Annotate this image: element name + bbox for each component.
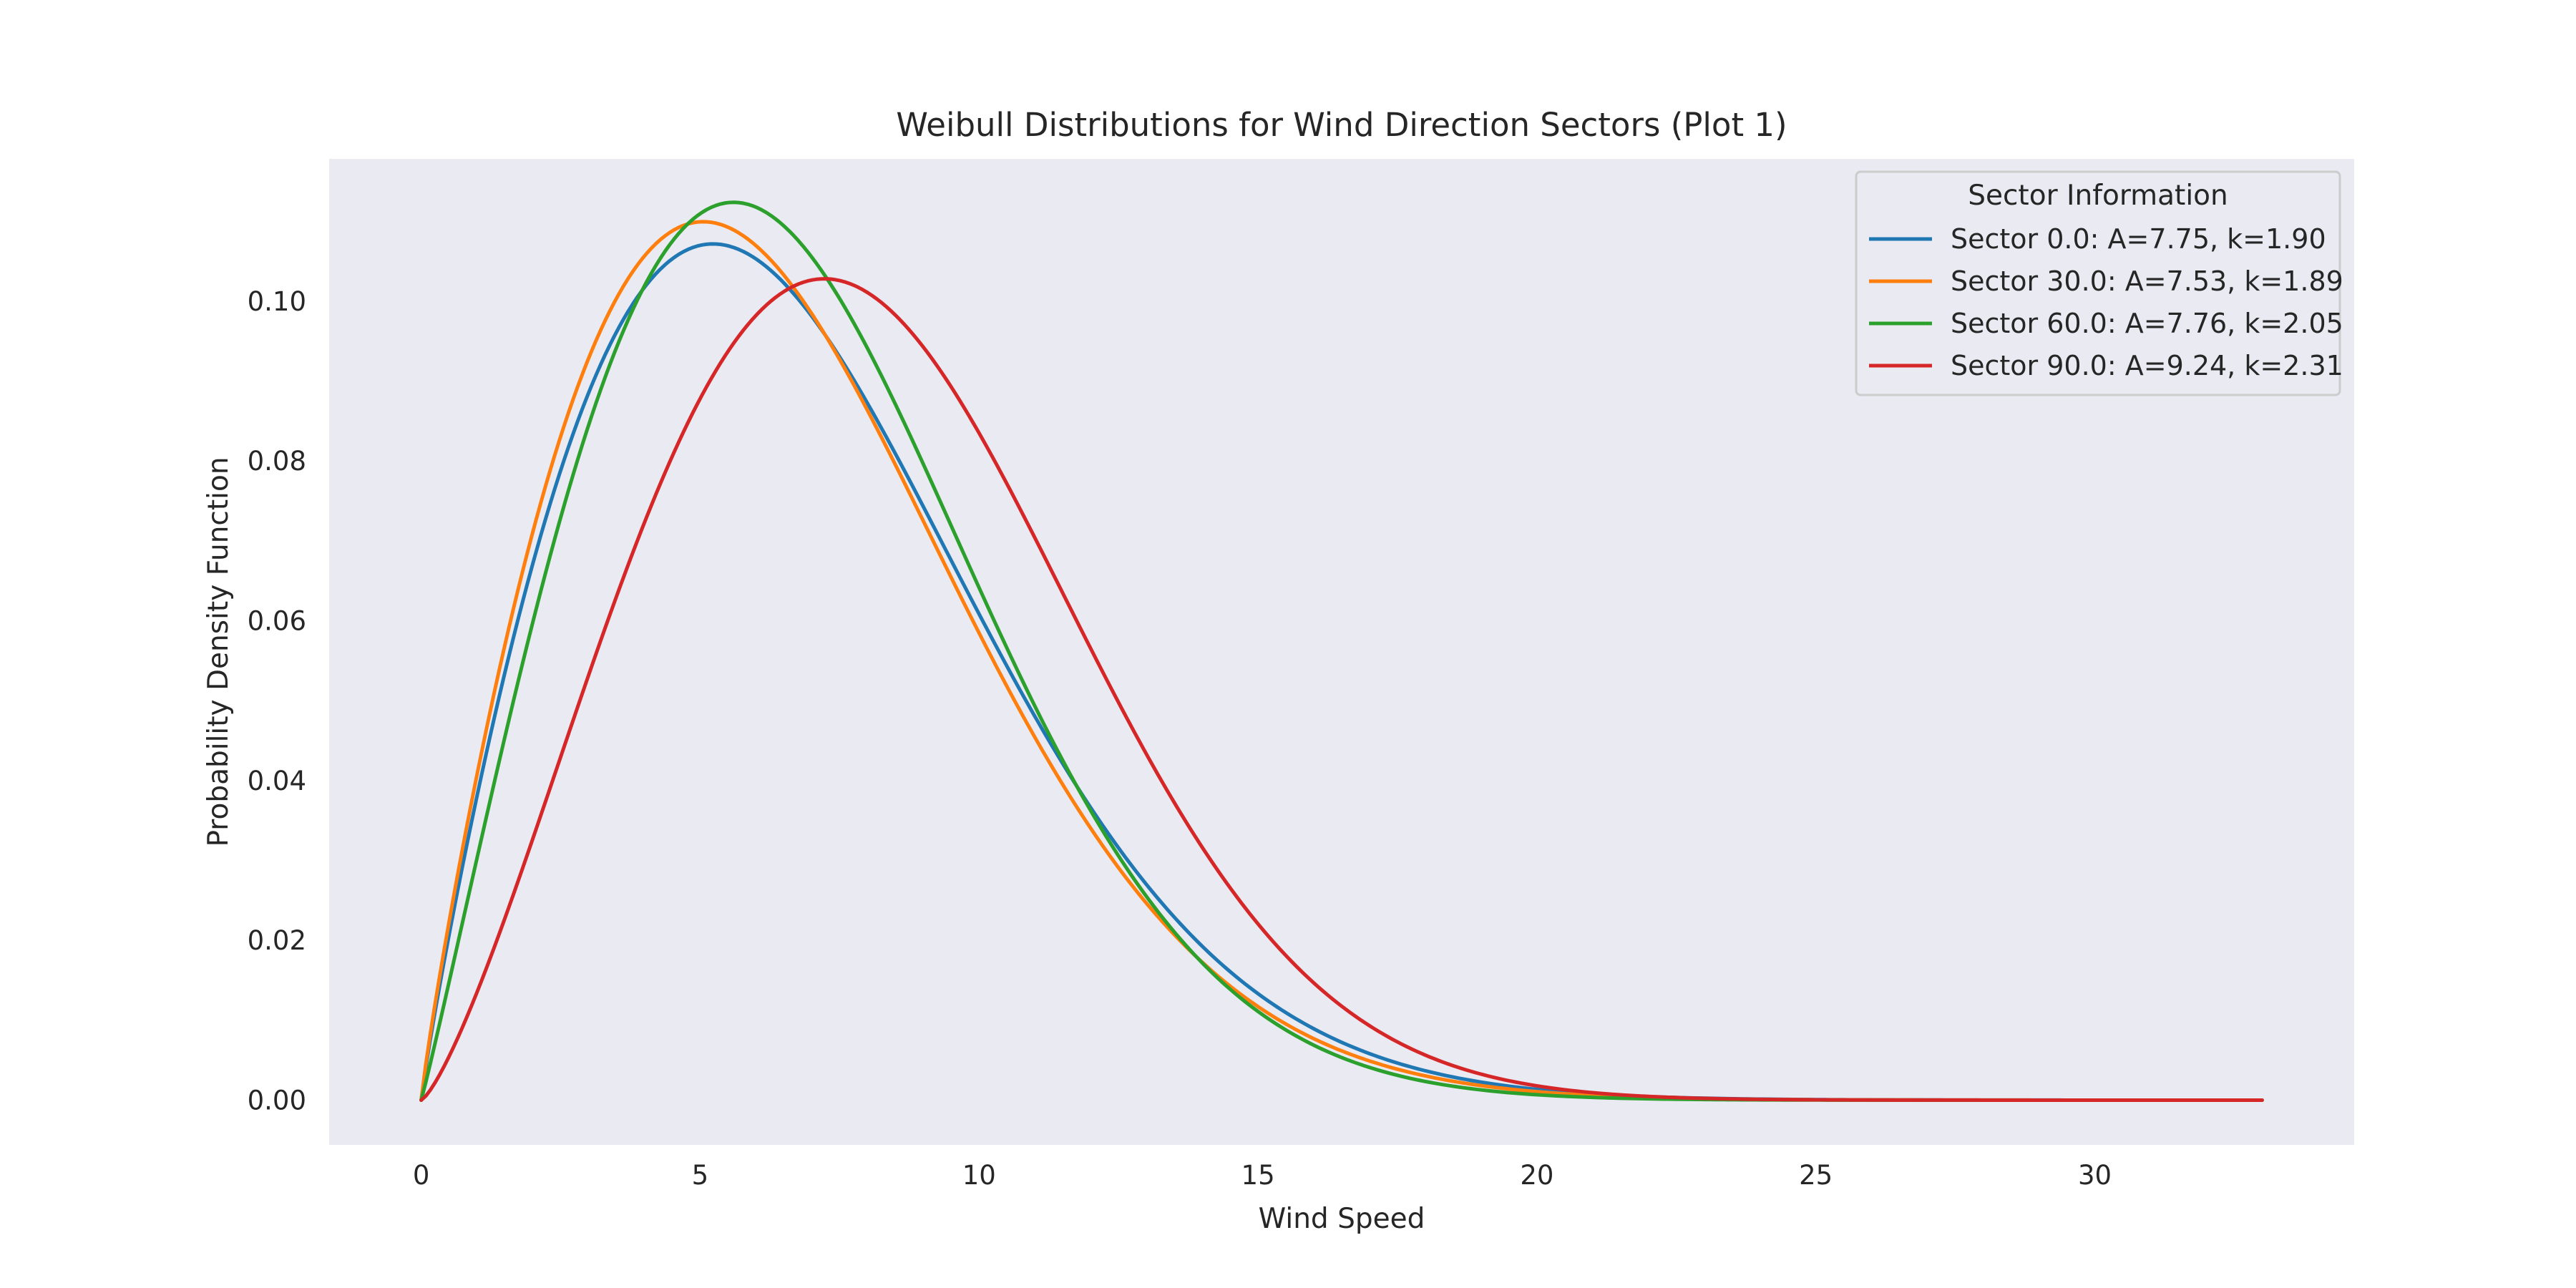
y-tick-label: 0.04 (248, 766, 306, 796)
legend-label-1: Sector 30.0: A=7.53, k=1.89 (1951, 265, 2343, 297)
y-tick-label: 0.02 (248, 925, 306, 956)
legend-entries: Sector 0.0: A=7.75, k=1.90 Sector 30.0: A… (1869, 223, 2343, 381)
x-tick-label: 0 (413, 1160, 430, 1191)
legend-title: Sector Information (1968, 180, 2228, 212)
x-tick-label: 20 (1520, 1160, 1553, 1191)
x-tick-label: 30 (2078, 1160, 2112, 1191)
series-line-3 (419, 277, 2264, 1102)
legend-label-3: Sector 90.0: A=9.24, k=2.31 (1951, 350, 2343, 381)
x-tick-labels: 0 5 10 15 20 25 30 (413, 1160, 2112, 1191)
series-lines (419, 200, 2264, 1102)
x-axis-label: Wind Speed (1259, 1203, 1425, 1235)
chart-title: Weibull Distributions for Wind Direction… (896, 106, 1787, 144)
legend: Sector Information Sector 0.0: A=7.75, k… (1855, 170, 2343, 396)
legend-label-0: Sector 0.0: A=7.75, k=1.90 (1951, 223, 2326, 255)
x-tick-label: 5 (692, 1160, 709, 1191)
y-axis-label: Probability Density Function (203, 457, 235, 847)
legend-box (1855, 170, 2341, 396)
y-tick-label: 0.06 (248, 605, 306, 636)
y-tick-label: 0.10 (248, 286, 306, 317)
y-tick-label: 0.08 (248, 446, 306, 477)
x-tick-label: 10 (962, 1160, 996, 1191)
y-tick-labels: 0.00 0.02 0.04 0.06 0.08 0.10 (248, 286, 306, 1116)
legend-label-2: Sector 60.0: A=7.76, k=2.05 (1951, 308, 2343, 339)
x-tick-label: 15 (1241, 1160, 1275, 1191)
x-tick-label: 25 (1799, 1160, 1833, 1191)
y-tick-label: 0.00 (248, 1085, 306, 1116)
